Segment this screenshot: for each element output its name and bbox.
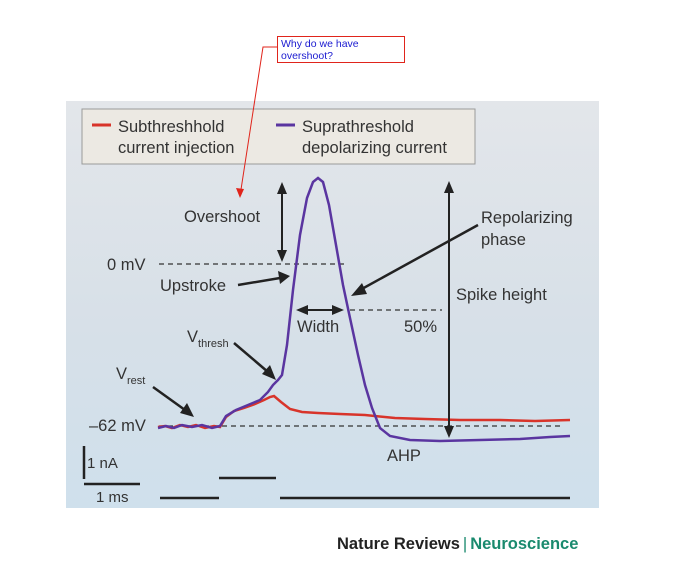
suprathreshold-trace [157,176,571,443]
width-label: Width [297,318,339,336]
minus-62-label: –62 mV [89,417,146,435]
legend-sub-line1: Subthreshhold [118,118,224,136]
legend-sub-line2: current injection [118,139,234,157]
journal-credit: Nature Reviews | Neuroscience [337,535,578,554]
v-thresh-arrowhead [262,365,276,380]
width-arrowhead-right [332,305,344,315]
zero-mv-label: 0 mV [107,256,146,274]
overshoot-arrowhead-top [277,182,287,194]
scale-ms-label: 1 ms [96,489,129,506]
v-rest-label: Vrest [116,365,145,387]
journal-separator: | [462,535,468,553]
v-rest-arrow-line [152,385,186,412]
scale-na-label: 1 nA [87,455,118,472]
v-rest-arrowhead [180,403,194,417]
width-arrowhead-left [296,305,308,315]
annotation-arrow [239,46,277,197]
spike-height-label: Spike height [456,286,547,304]
repolarizing-label-line2: phase [481,231,526,249]
legend-supra-line1: Suprathreshold [302,118,414,136]
upstroke-label: Upstroke [160,277,226,295]
upstroke-arrowhead [278,271,290,284]
repolarizing-label-line1: Repolarizing [481,209,573,227]
overshoot-label: Overshoot [184,208,261,226]
subthreshold-trace [157,394,571,430]
v-thresh-label: Vthresh [187,328,229,350]
overshoot-arrowhead-bottom [277,250,287,262]
legend-box [81,108,476,165]
upstroke-arrow-line [237,276,281,287]
journal-section: Neuroscience [470,535,579,553]
journal-name: Nature Reviews [337,535,460,553]
repolarizing-arrow-line [359,223,479,292]
annotation-arrowhead [236,188,244,198]
v-thresh-arrow-line [233,342,269,373]
legend-supra-line2: depolarizing current [302,139,447,157]
spike-height-arrowhead-bottom [444,426,454,438]
fifty-percent-label: 50% [404,318,437,336]
ahp-label: AHP [387,447,421,465]
annotation-note: Why do we have overshoot? [277,36,405,63]
repolarizing-arrowhead [351,283,367,296]
spike-height-arrowhead-top [444,181,454,193]
